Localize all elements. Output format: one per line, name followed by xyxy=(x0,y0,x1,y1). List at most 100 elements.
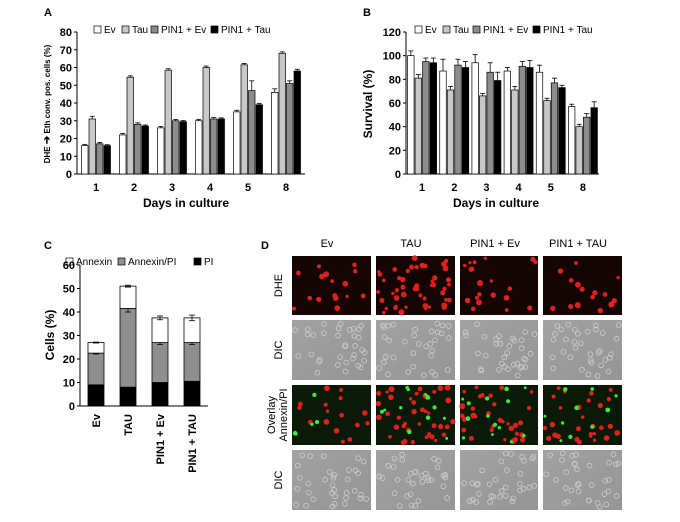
dic-cell xyxy=(399,456,406,463)
bar xyxy=(407,55,415,175)
dic-cell xyxy=(476,491,482,497)
red-cell xyxy=(332,295,339,301)
red-cell xyxy=(422,303,429,309)
red-cell xyxy=(400,291,407,298)
dic-cell xyxy=(423,343,430,350)
red-cell xyxy=(513,422,519,428)
dic-cell xyxy=(605,368,612,375)
dic-cell xyxy=(440,472,447,479)
red-cell xyxy=(414,264,419,270)
red-cell xyxy=(592,431,596,436)
dic-cell xyxy=(415,498,422,504)
micrograph-row-label: Annexin/PI xyxy=(278,388,290,441)
dic-cell xyxy=(572,344,579,351)
dic-cell xyxy=(575,488,582,494)
dic-cell xyxy=(411,332,417,339)
chart-b-legend: Ev Tau PIN1 + Ev PIN1 + Tau xyxy=(414,25,593,36)
dic-cell xyxy=(439,322,446,329)
dic-cell xyxy=(481,333,488,340)
dic-cell xyxy=(504,467,510,474)
dic-cell xyxy=(488,493,494,499)
dic-cell xyxy=(564,498,571,505)
red-cell xyxy=(588,434,593,438)
green-cell xyxy=(406,387,410,392)
dic-cell xyxy=(412,326,418,333)
dic-cell xyxy=(501,354,508,361)
bar xyxy=(233,111,241,175)
x-tick-label: 5 xyxy=(245,182,251,194)
micrograph-column-label: TAU xyxy=(400,238,421,250)
red-cell xyxy=(546,435,552,441)
dic-cell xyxy=(294,462,301,469)
red-cell xyxy=(433,438,438,443)
bar xyxy=(88,118,96,175)
dic-cell xyxy=(594,373,601,379)
dic-cell xyxy=(522,328,529,335)
red-cell xyxy=(447,297,452,303)
red-cell xyxy=(423,409,428,414)
dic-cell xyxy=(432,372,439,378)
red-cell xyxy=(499,385,505,391)
dic-cell xyxy=(297,474,303,481)
dic-cell xyxy=(574,482,581,488)
red-cell xyxy=(316,296,322,303)
red-cell xyxy=(427,305,432,309)
dic-cell xyxy=(502,493,509,499)
panel-label-a: A xyxy=(44,7,52,19)
dic-cell xyxy=(351,333,358,339)
red-cell xyxy=(445,277,452,283)
bar xyxy=(543,100,551,175)
red-cell xyxy=(377,272,383,277)
bar xyxy=(446,89,455,175)
dic-image xyxy=(376,450,455,510)
red-cell xyxy=(408,397,413,401)
red-cell xyxy=(592,438,597,442)
red-cell xyxy=(418,293,423,298)
red-cell xyxy=(355,422,360,428)
green-cell xyxy=(407,429,412,435)
dic-cell xyxy=(593,326,599,333)
dic-cell xyxy=(320,453,327,460)
red-cell xyxy=(345,294,349,299)
red-cell xyxy=(577,439,582,445)
y-tick-label: 100 xyxy=(383,51,401,63)
chart-b-y-axis-title: Survival (%) xyxy=(361,70,375,139)
legend-swatch xyxy=(532,25,541,34)
x-tick-label: 2 xyxy=(451,182,457,194)
dic-cell xyxy=(347,327,353,333)
red-cell xyxy=(296,270,301,276)
red-cell xyxy=(291,306,297,311)
dic-cell xyxy=(505,366,511,372)
y-tick-label: 80 xyxy=(389,74,401,86)
dic-cell xyxy=(558,326,565,333)
green-cell xyxy=(523,386,527,390)
micrograph-column-label: PIN1 + TAU xyxy=(549,238,607,250)
legend-label: Tau xyxy=(132,25,148,36)
dic-cell xyxy=(563,469,570,475)
x-tick-label: 3 xyxy=(483,182,489,194)
red-cell xyxy=(450,419,456,425)
red-cell xyxy=(461,427,467,433)
x-tick-label: 1 xyxy=(93,182,99,194)
bar xyxy=(179,121,187,175)
dic-cell xyxy=(346,467,352,473)
legend-swatch xyxy=(121,25,130,34)
dic-cell xyxy=(343,359,350,366)
bar xyxy=(439,70,447,175)
dic-cell xyxy=(588,357,594,364)
bar xyxy=(286,83,294,175)
red-cell xyxy=(400,276,406,283)
red-cell xyxy=(555,433,561,440)
y-tick-label: 30 xyxy=(60,116,72,128)
dic-cell xyxy=(514,372,521,379)
dic-cell xyxy=(613,493,620,499)
red-cell xyxy=(592,290,598,296)
dic-cell xyxy=(321,330,327,336)
legend-swatch xyxy=(210,25,219,34)
panel-label-c: C xyxy=(44,240,52,252)
red-cell xyxy=(307,295,313,301)
legend-label: PIN1 + Tau xyxy=(543,25,593,36)
stacked-bar-segment xyxy=(119,386,137,407)
y-tick-label: 40 xyxy=(389,122,401,134)
dic-cell xyxy=(292,327,298,333)
